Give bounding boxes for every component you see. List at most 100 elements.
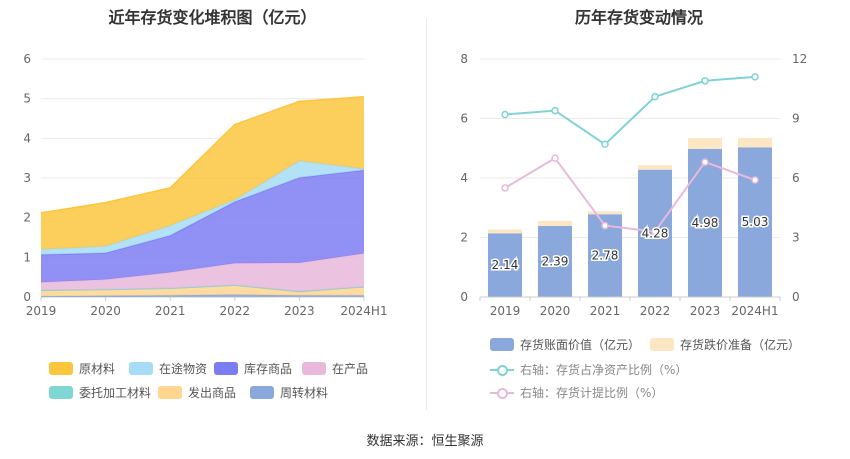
y-tick-label: 2 [23, 211, 31, 225]
line-point [751, 73, 759, 81]
area-series-edge [40, 252, 365, 284]
legend-item[interactable]: 库存商品 [214, 360, 292, 377]
y-tick-label: 6 [23, 52, 31, 66]
legend-item[interactable]: 存货跌价准备（亿元） [650, 336, 800, 353]
y-tick-label: 4 [23, 131, 31, 145]
legend-label: 周转材料 [280, 386, 329, 400]
line-point [701, 77, 709, 85]
bar-line-combo-chart: 0 2 4 6 8 0 3 6 9 12 2.14 2.39 2.78 4.28 4.98 5.03 2019 2… [460, 52, 807, 318]
bar-book-value [538, 225, 572, 297]
x-tick-label: 2021 [155, 304, 186, 318]
legend-item[interactable]: 在产品 [302, 360, 368, 377]
y2-tick-label: 3 [792, 231, 800, 245]
line-point [701, 158, 709, 166]
x-tick-label: 2020 [90, 304, 121, 318]
x-tick-label: 2022 [640, 304, 671, 318]
line-point [651, 227, 659, 236]
area-series [41, 170, 364, 283]
legend-label: 存货账面价值（亿元） [520, 338, 641, 352]
area-series [41, 253, 364, 292]
legend-label: 库存商品 [244, 362, 293, 376]
bar-impairment-provision [538, 220, 572, 226]
bar-data-label: 5.03 [742, 215, 769, 229]
right-chart-title: 历年存货变动情况 [574, 8, 703, 27]
bar-book-value [738, 147, 772, 297]
legend-swatch [49, 362, 73, 375]
legend-item[interactable]: 存货账面价值（亿元） [490, 336, 640, 353]
bar-data-label: 2.39 [542, 254, 569, 268]
x-tick-label: 2022 [220, 304, 251, 318]
line-point [501, 110, 509, 119]
legend-label: 原材料 [79, 362, 116, 376]
line-point [601, 221, 609, 230]
bar-impairment-provision [688, 138, 722, 149]
y2-tick-label: 9 [792, 112, 800, 126]
bar-impairment-provision [588, 211, 622, 215]
legend-item[interactable]: 委托加工材料 [49, 384, 151, 401]
bar-impairment-provision [738, 137, 772, 148]
legend-item[interactable]: 周转材料 [250, 384, 328, 401]
line-point [551, 154, 559, 162]
line-point [751, 176, 759, 184]
y-tick-label: 0 [460, 290, 468, 304]
x-tick-label: 2021 [590, 304, 621, 318]
y-tick-label: 5 [23, 92, 31, 106]
bar-data-label: 2.78 [592, 249, 619, 263]
legend-swatch [250, 386, 274, 399]
y-tick-label: 2 [460, 231, 468, 245]
bar-impairment-provision [488, 229, 522, 234]
legend-swatch [214, 362, 238, 375]
area-series [41, 96, 364, 250]
bar-data-label: 4.98 [692, 216, 719, 230]
stacked-area-chart: 0 1 2 3 4 5 6 2019 2020 2021 2022 2023 2024H1 [23, 52, 387, 318]
legend-swatch [158, 386, 182, 399]
legend-item[interactable]: 在途物资 [129, 360, 207, 377]
x-tick-label: 2019 [26, 304, 57, 318]
x-tick-label: 2024H1 [340, 304, 387, 318]
x-tick-label: 2019 [490, 304, 521, 318]
area-series-edge [40, 284, 365, 293]
area-series [41, 160, 364, 255]
right-chart-panel: 历年存货变动情况 0 2 4 6 8 0 3 6 9 12 2.14 2.39 2.78 4.28 4.98… [428, 0, 850, 420]
line-point [551, 106, 559, 115]
line-series [504, 75, 756, 146]
bar-data-label: 4.28 [642, 226, 669, 240]
legend-label: 在途物资 [159, 362, 208, 376]
x-tick-label: 2020 [540, 304, 571, 318]
bar-book-value [488, 233, 522, 297]
legend-swatch [490, 363, 514, 377]
area-series-edge [40, 95, 365, 214]
line-series [504, 156, 756, 233]
line-point [501, 184, 509, 192]
y-tick-label: 0 [23, 290, 31, 304]
legend-swatch [302, 362, 326, 375]
legend-swatch [490, 386, 514, 400]
legend-label: 发出商品 [188, 386, 237, 400]
x-tick-label: 2023 [284, 304, 315, 318]
y2-tick-label: 0 [792, 290, 800, 304]
y-tick-label: 4 [460, 171, 468, 185]
legend-item[interactable]: 右轴：存货占净资产比例（%） [490, 361, 687, 378]
bar-book-value [688, 148, 722, 297]
legend-swatch [49, 386, 73, 399]
legend-item[interactable]: 右轴：存货计提比例（%） [490, 384, 663, 401]
legend-swatch [490, 338, 514, 351]
legend-item[interactable]: 原材料 [49, 360, 115, 377]
legend-swatch [129, 362, 153, 375]
y-tick-label: 1 [23, 250, 31, 264]
bar-data-label: 2.14 [492, 258, 519, 272]
area-series [41, 285, 364, 297]
legend-item[interactable]: 发出商品 [158, 384, 236, 401]
panel-divider [426, 18, 427, 410]
data-source-note: 数据来源：恒生聚源 [366, 434, 484, 449]
y-tick-label: 8 [460, 52, 468, 66]
legend-label: 右轴：存货计提比例（%） [520, 386, 664, 400]
left-chart-title: 近年存货变化堆积图（亿元） [108, 8, 317, 27]
legend-label: 委托加工材料 [79, 386, 152, 400]
bar-impairment-provision [638, 165, 672, 170]
y-tick-label: 3 [23, 171, 31, 185]
y2-tick-label: 6 [792, 171, 800, 185]
line-point [651, 92, 659, 101]
y2-tick-label: 12 [792, 52, 807, 66]
legend-label: 右轴：存货占净资产比例（%） [520, 363, 688, 377]
